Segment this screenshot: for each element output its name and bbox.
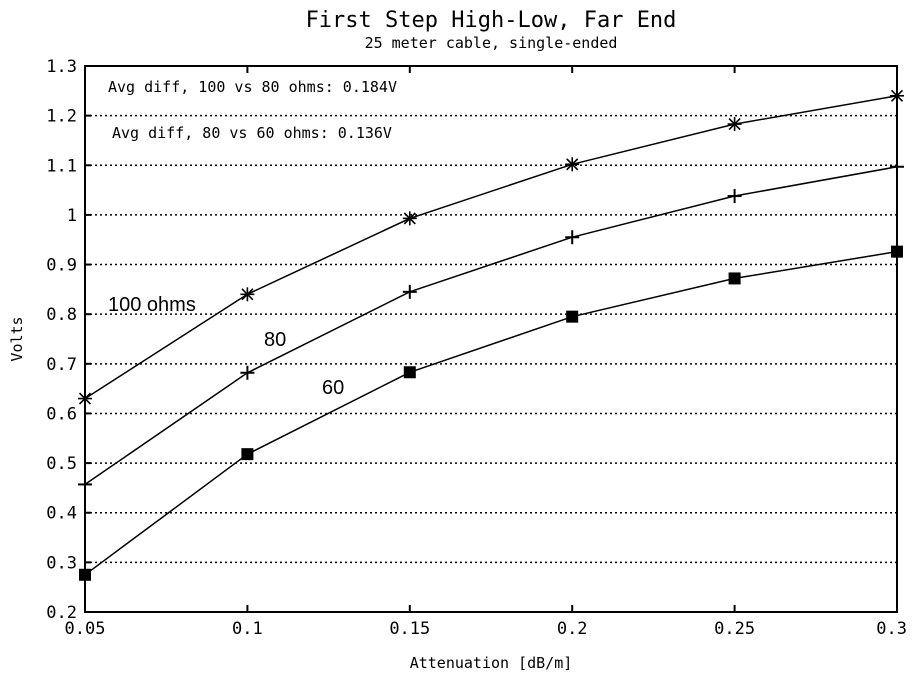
series-label-80: 80 xyxy=(264,329,286,351)
y-tick-label: 1.3 xyxy=(46,57,77,77)
chart-subtitle: 25 meter cable, single-ended xyxy=(365,34,618,52)
y-tick-label: 0.3 xyxy=(46,553,77,573)
x-tick-label: 0.15 xyxy=(389,619,430,639)
data-point-plus xyxy=(727,189,742,204)
data-point-asterisk xyxy=(240,287,255,302)
data-point-plus xyxy=(402,284,417,299)
x-tick-label: 0.05 xyxy=(65,619,106,639)
data-point-square xyxy=(891,245,903,258)
data-point-asterisk xyxy=(890,88,904,103)
y-tick-label: 0.4 xyxy=(46,504,77,524)
series-line xyxy=(84,95,898,400)
y-axis-label: Volts xyxy=(8,316,26,361)
y-tick-label: 0.2 xyxy=(46,603,77,623)
data-point-asterisk xyxy=(565,157,580,172)
series-line xyxy=(84,250,898,576)
annotation-avg-diff-100-80: Avg diff, 100 vs 80 ohms: 0.184V xyxy=(108,78,397,96)
data-point-square xyxy=(566,310,579,323)
chart-title: First Step High-Low, Far End xyxy=(306,8,677,33)
series-3 xyxy=(79,245,903,581)
data-point-plus xyxy=(565,230,580,245)
y-tick-label: 0.7 xyxy=(46,355,77,375)
series-2 xyxy=(78,159,904,492)
annotation-avg-diff-80-60: Avg diff, 80 vs 60 ohms: 0.136V xyxy=(112,124,392,142)
x-tick-label: 0.2 xyxy=(557,619,588,639)
series-label-60: 60 xyxy=(322,377,344,399)
x-tick-label: 0.3 xyxy=(876,619,907,639)
data-point-square xyxy=(241,448,254,461)
y-tick-label: 0.6 xyxy=(46,404,77,424)
series-1 xyxy=(78,88,904,406)
y-tick-label: 0.9 xyxy=(46,256,77,276)
data-point-asterisk xyxy=(727,117,742,132)
data-point-plus xyxy=(78,477,92,492)
series-label-100-ohms: 100 ohms xyxy=(108,294,196,316)
axis-ticks: 0.20.30.40.50.60.70.80.911.11.21.30.05 0.… xyxy=(46,57,907,639)
grid-lines xyxy=(85,114,897,564)
y-tick-label: 0.8 xyxy=(46,305,77,325)
y-tick-label: 0.5 xyxy=(46,454,77,474)
x-tick-label: 0.25 xyxy=(714,619,755,639)
series-group xyxy=(78,88,904,581)
y-tick-label: 1.2 xyxy=(46,107,77,127)
data-point-plus xyxy=(890,159,904,174)
data-point-asterisk xyxy=(402,211,417,226)
data-point-asterisk xyxy=(78,391,92,406)
y-tick-label: 1.1 xyxy=(46,156,77,176)
data-point-plus xyxy=(240,365,255,380)
x-axis-label: Attenuation [dB/m] xyxy=(410,654,573,672)
y-tick-label: 1 xyxy=(67,206,77,226)
data-point-square xyxy=(403,366,416,379)
data-point-square xyxy=(728,272,741,285)
x-tick-label: 0.1 xyxy=(232,619,263,639)
series-line xyxy=(84,166,898,486)
data-point-square xyxy=(79,568,91,581)
plot-frame xyxy=(84,65,898,613)
